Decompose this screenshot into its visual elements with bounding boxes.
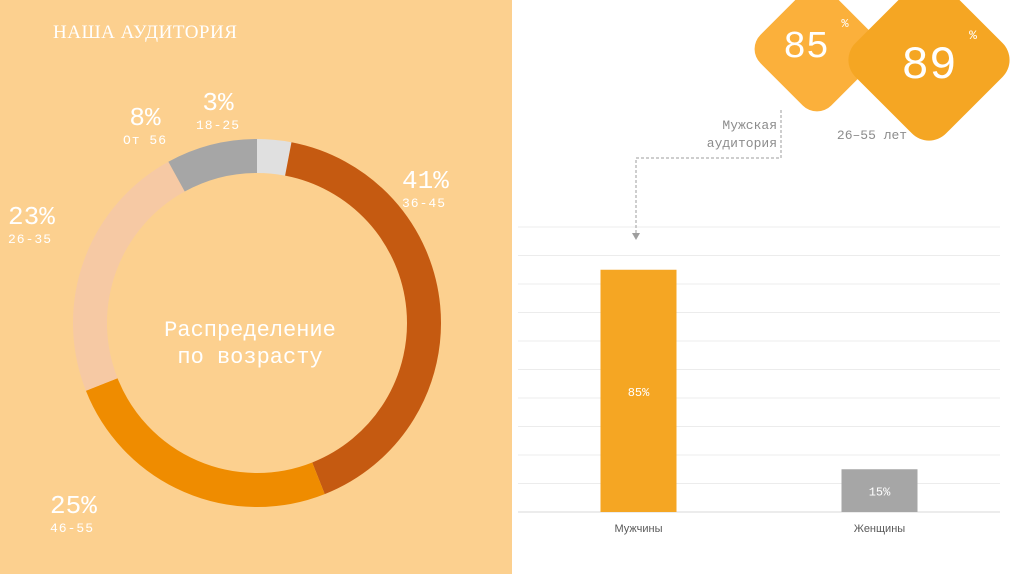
callout-arrowhead (632, 233, 640, 240)
callout-connector (635, 110, 782, 236)
donut-category-label-18-25: 18-25 (196, 118, 240, 133)
badge-89-shape (848, 0, 1010, 141)
donut-category-label-от-56: От 56 (123, 133, 167, 148)
badge-85: 85 % (754, 0, 880, 112)
donut-center-title-line-2: по возрасту (177, 345, 322, 370)
donut-slice-26-35 (73, 161, 185, 391)
donut-slice-46-55 (85, 377, 325, 507)
donut-value-label-36-45: 41% (402, 166, 449, 196)
donut-category-label-46-55: 46-55 (50, 521, 94, 536)
male-audience-label-line-2: аудитория (707, 136, 777, 151)
category-label-мужчины: Мужчины (614, 523, 662, 535)
bar-value-label-женщины: 15% (869, 486, 891, 500)
badge-89-value: 89 (901, 40, 956, 92)
donut-labels: 3%18-25 41%36-45 25%46-55 23%26-35 8%От 56 (8, 88, 449, 536)
badge-85-shape (754, 0, 880, 112)
age-range-label: 26–55 лет (837, 128, 907, 143)
donut-slice-от-56 (168, 139, 258, 192)
age-donut-chart (73, 139, 441, 507)
badge-89-unit: % (969, 28, 977, 43)
bar-женщины (841, 469, 918, 512)
donut-slice-18-25 (256, 139, 292, 176)
male-audience-label-line-1: Мужская (722, 118, 777, 133)
donut-value-label-18-25: 3% (202, 88, 234, 118)
donut-center-title-line-1: Распределение (164, 318, 336, 343)
bar-chart-grid (518, 226, 1000, 513)
donut-value-label-46-55: 25% (50, 491, 97, 521)
donut-slice-36-45 (284, 142, 441, 495)
badge-85-value: 85 (783, 26, 829, 69)
bar-мужчины (600, 269, 677, 512)
badge-89: 89 % (848, 0, 1010, 141)
category-label-женщины: Женщины (854, 523, 905, 535)
page-title: НАША АУДИТОРИЯ (53, 22, 238, 43)
donut-value-label-от-56: 8% (129, 103, 161, 133)
bar-value-label-мужчины: 85% (628, 386, 650, 400)
donut-category-label-36-45: 36-45 (402, 196, 446, 211)
badge-85-unit: % (841, 17, 849, 31)
donut-category-label-26-35: 26-35 (8, 232, 52, 247)
donut-value-label-26-35: 23% (8, 202, 55, 232)
gender-bar-chart: 85% Мужчины 15% Женщины (600, 269, 918, 535)
